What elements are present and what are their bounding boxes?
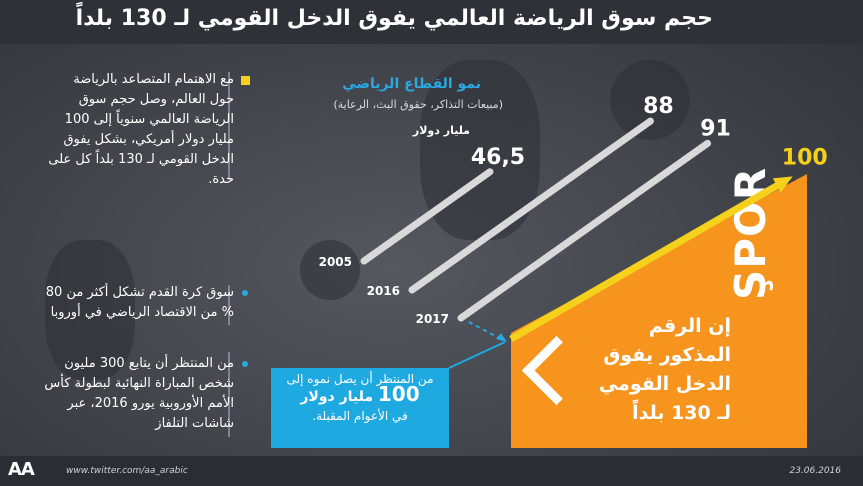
- year-label-2017: 2017: [416, 312, 449, 326]
- chart-subtitle: (مبيعات التذاكر، حقوق البث، الرعاية): [333, 98, 503, 111]
- bullet-dot-icon: [242, 290, 248, 296]
- column-divider: [228, 352, 230, 437]
- projection-text: إن الرقم المذكور يفوق الدخل القومي لـ 13…: [599, 312, 731, 428]
- callout-line-2: 100 مليار دولار: [271, 384, 449, 406]
- intro-paragraph: مع الاهتمام المتصاعد بالرياضة حول العالم…: [48, 72, 234, 187]
- projection-line-4: لـ 130 بلداً: [632, 402, 731, 424]
- bar-2005: [360, 168, 494, 265]
- projection-line-3: الدخل القومي: [598, 373, 731, 395]
- footer-date: 23.06.2016: [789, 466, 841, 476]
- value-label-2017: 91: [700, 116, 731, 141]
- page-title: حجم سوق الرياضة العالمي يفوق الدخل القوم…: [75, 6, 713, 31]
- value-label-2016: 88: [643, 94, 674, 119]
- callout-pointer: [448, 341, 506, 369]
- chart-title: نمو القطاع الرياضي: [342, 76, 481, 92]
- projection-value-label: 100: [782, 145, 828, 170]
- year-label-2016: 2016: [367, 284, 400, 298]
- footer-url[interactable]: www.twitter.com/aa_arabic: [66, 466, 188, 476]
- football-paragraph: سوق كرة القدم تشكل أكثر من 80 % من الاقت…: [45, 285, 234, 320]
- bar-2016: [408, 117, 654, 294]
- callout-line-3: في الأعوام المقبلة.: [312, 409, 408, 423]
- background-silhouette: [45, 240, 135, 380]
- callout-unit: مليار دولار: [300, 389, 374, 405]
- column-divider: [228, 72, 230, 180]
- background-silhouette: [610, 60, 690, 140]
- connector-arrow-icon: [496, 333, 507, 342]
- projection-callout: من المنتظر أن يصل نموه إلى 100 مليار دول…: [271, 368, 449, 448]
- column-divider: [228, 285, 230, 325]
- aa-logo: AA: [8, 459, 35, 480]
- year-label-2005: 2005: [319, 255, 352, 269]
- title-bar: [0, 0, 863, 44]
- projection-line-2: المذكور يفوق: [603, 344, 731, 366]
- projection-connector: [468, 321, 504, 341]
- euro-paragraph: من المنتظر أن يتابع 300 مليون شخص المبار…: [44, 356, 234, 431]
- bar-2017: [457, 139, 712, 322]
- projection-bar: [509, 179, 785, 343]
- callout-line-1: من المنتظر أن يصل نموه إلى: [286, 372, 434, 386]
- bullet-square-icon: [241, 76, 250, 85]
- value-label-2005: 46,5: [471, 145, 525, 170]
- footer-bar: [0, 456, 863, 486]
- callout-number: 100: [377, 382, 420, 406]
- chart-unit: مليار دولار: [412, 124, 470, 137]
- projection-line-1: إن الرقم: [648, 315, 731, 337]
- projection-arrow-icon: [772, 176, 793, 193]
- bullet-dot-icon: [242, 361, 248, 367]
- background-silhouette: [300, 240, 360, 300]
